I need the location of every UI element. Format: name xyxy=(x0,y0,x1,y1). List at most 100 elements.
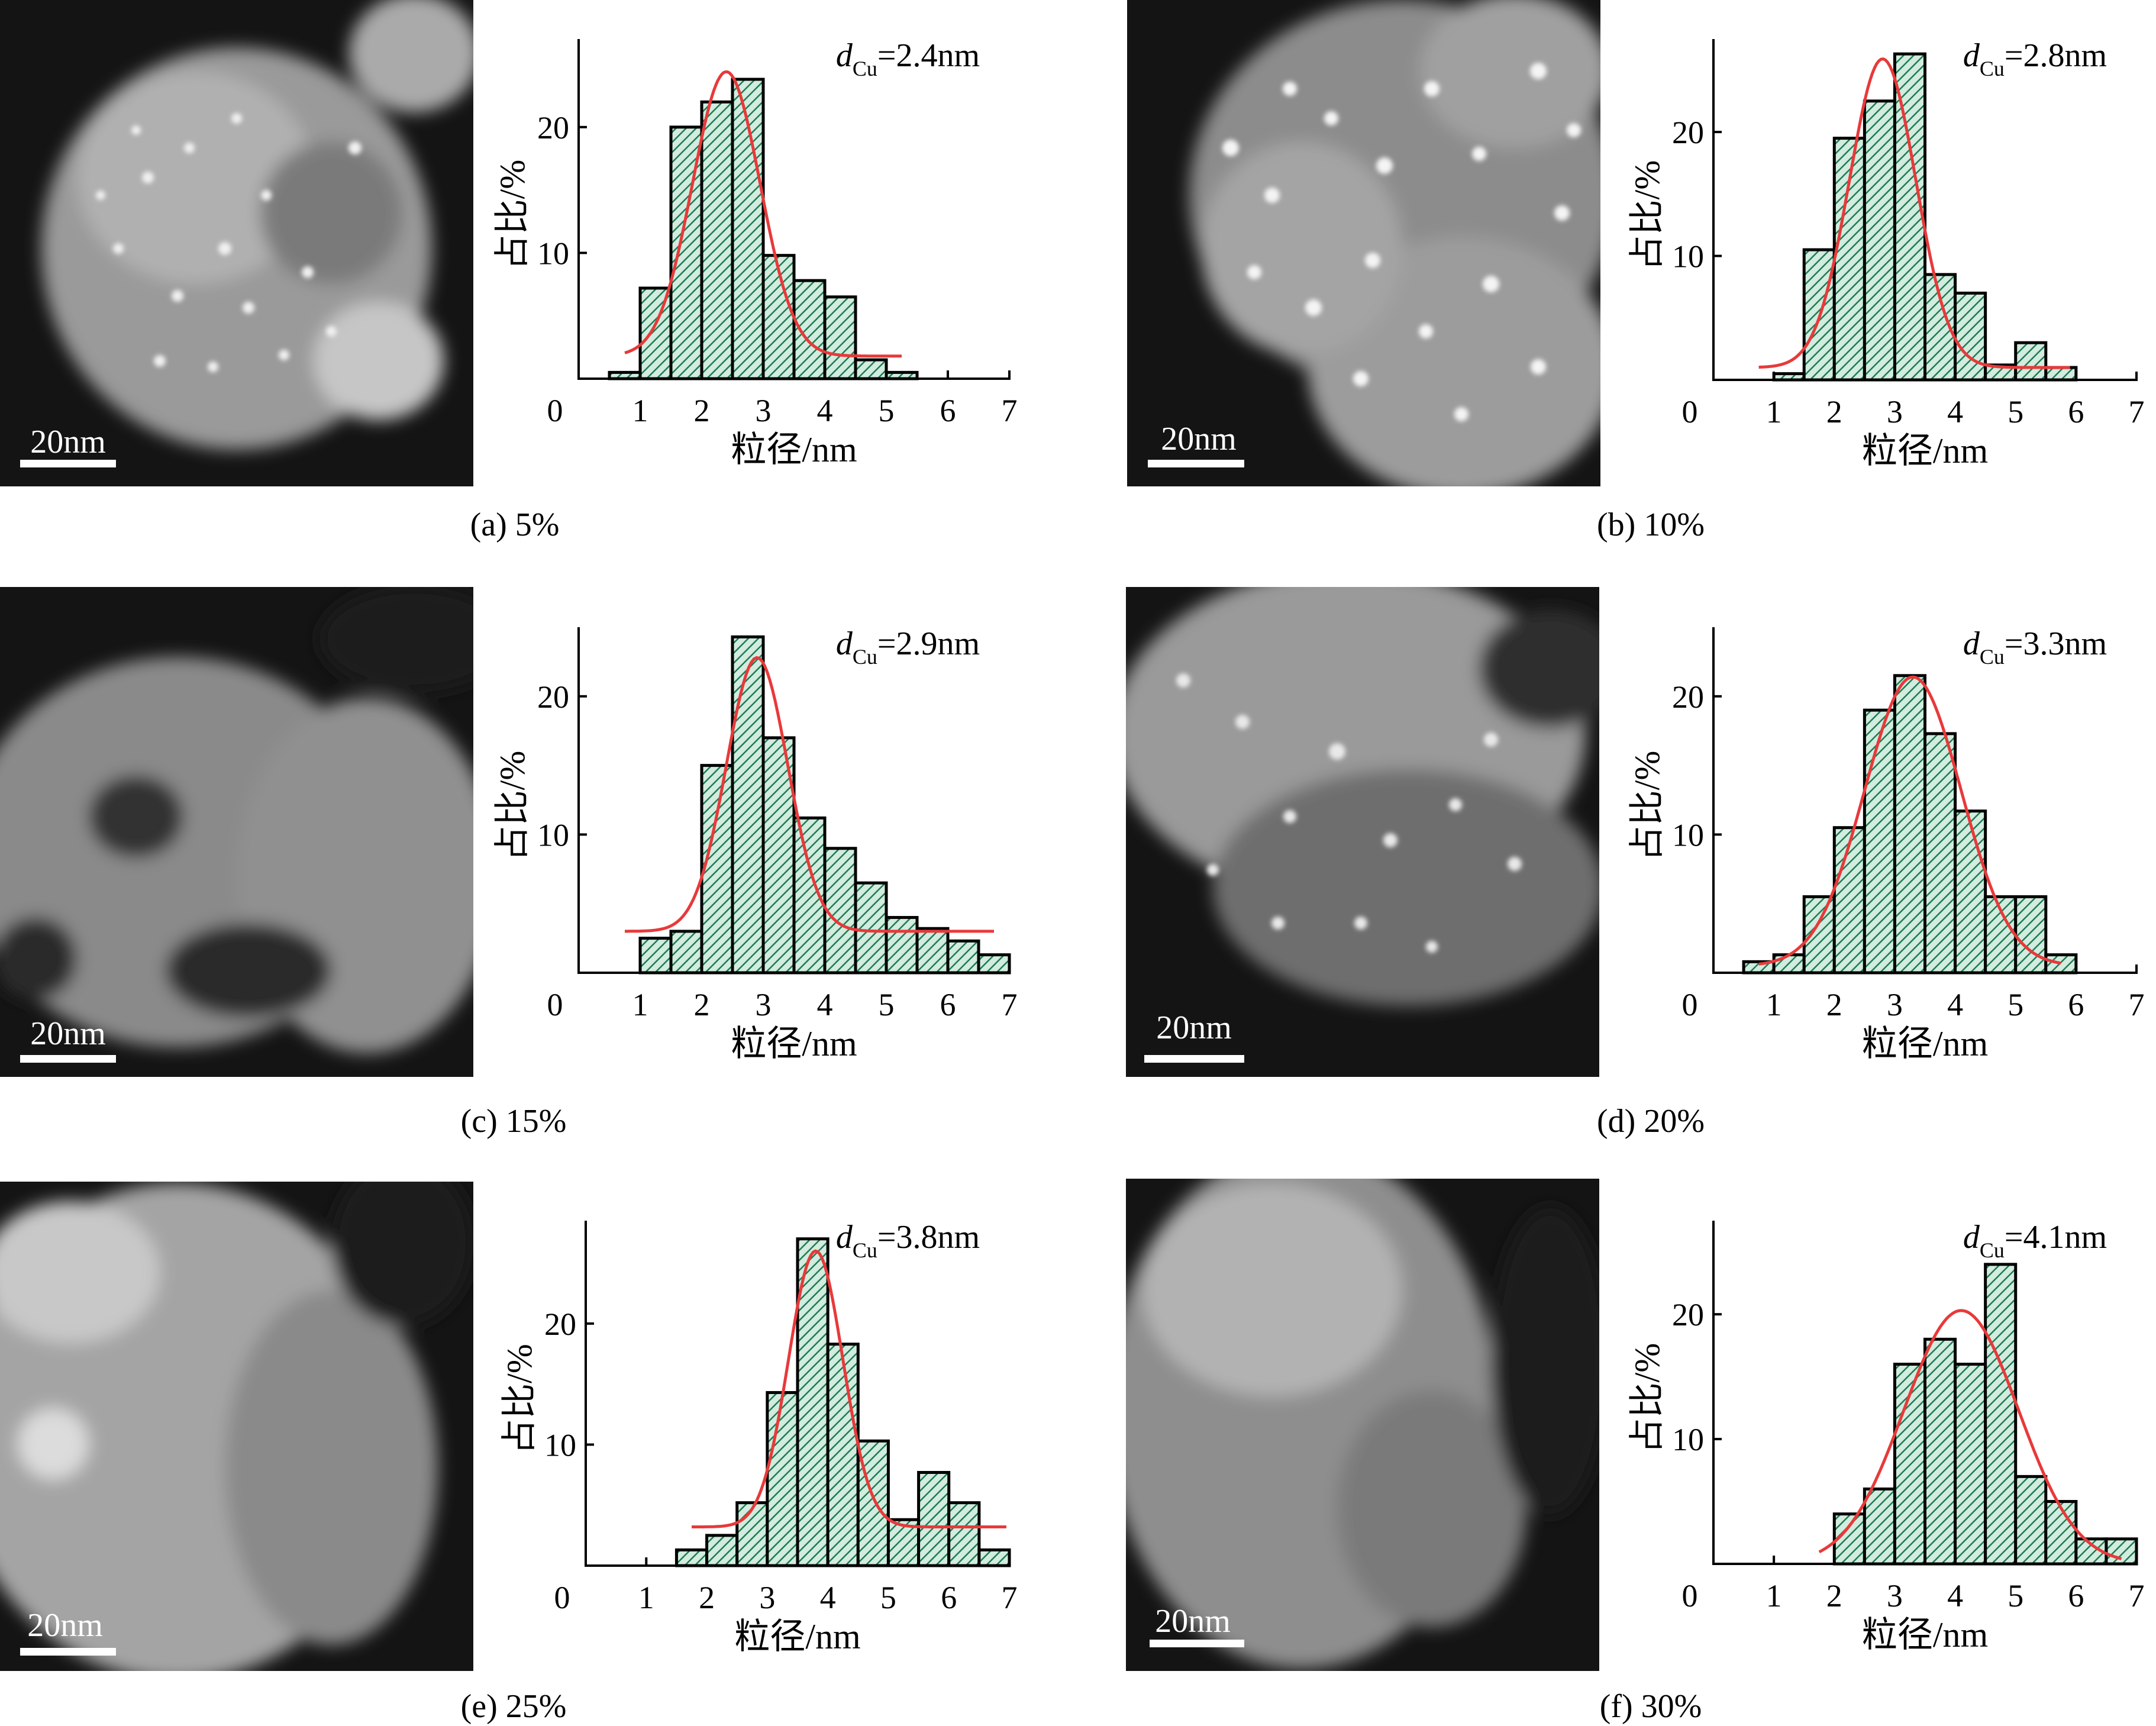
mean-size-annotation: dCu=4.1nm xyxy=(1963,1219,2107,1262)
histogram-chart-a: 0 1 2 3 4 5 6 7 10 20 粒径/nm 占比/% dCu=2.4nm xyxy=(493,37,1018,469)
x-tick-label: 4 xyxy=(1947,987,1963,1022)
x-tick-label: 7 xyxy=(1002,1580,1018,1615)
annotation-subscript: Cu xyxy=(853,645,877,669)
scale-bar-label: 20nm xyxy=(1155,1603,1231,1640)
gaussian-fit-curve xyxy=(1818,1309,2122,1560)
histogram-bar xyxy=(669,930,703,975)
histogram-bar xyxy=(1923,732,1957,975)
stem-micrograph-image xyxy=(0,587,473,1077)
annotation-value: =2.9nm xyxy=(877,625,980,662)
x-tick-label: 6 xyxy=(2068,1578,2084,1614)
gaussian-fit-curve xyxy=(624,70,902,358)
histogram-bar xyxy=(1832,826,1866,975)
y-tick-label: 20 xyxy=(1672,115,1704,150)
x-tick-label: 1 xyxy=(1766,394,1782,430)
histogram-bar xyxy=(766,1391,799,1567)
x-tick-label: 1 xyxy=(1766,987,1782,1022)
histogram-chart-f: 0 1 2 3 4 5 6 7 10 20 粒径/nm 占比/% dCu=4.1nm xyxy=(1628,1219,2145,1654)
panel-caption: (b) 10% xyxy=(1597,506,1705,543)
x-tick-label: 3 xyxy=(759,1580,775,1615)
histogram-bar xyxy=(1863,708,1896,975)
x-tick-label: 2 xyxy=(699,1580,715,1615)
x-tick-label: 4 xyxy=(817,393,833,428)
scale-bar-label: 20nm xyxy=(30,1015,106,1052)
scale-bar-label: 20nm xyxy=(27,1607,103,1644)
scale-bar-label: 20nm xyxy=(30,424,106,460)
histogram-bar xyxy=(917,1470,951,1567)
y-axis-label: 占比/% xyxy=(1628,1343,1667,1454)
mean-size-annotation: dCu=2.9nm xyxy=(836,625,980,669)
scale-bar-label: 20nm xyxy=(1161,421,1237,457)
panel-caption: (d) 20% xyxy=(1597,1103,1705,1140)
histogram-bar xyxy=(2044,366,2078,382)
x-tick-label: 6 xyxy=(940,987,956,1022)
x-tick-label: 6 xyxy=(940,393,956,428)
annotation-subscript: Cu xyxy=(1980,645,2005,669)
histogram-bar xyxy=(977,1548,1011,1567)
x-tick-label: 5 xyxy=(2007,987,2023,1022)
x-tick-label: 0 xyxy=(1682,987,1698,1022)
x-tick-label: 5 xyxy=(2007,394,2023,430)
x-tick-label: 1 xyxy=(1766,1578,1782,1614)
histogram-bar xyxy=(1863,99,1896,382)
histogram-bar xyxy=(705,1534,739,1567)
panel-f: 20nm (f) 30% 0 1 2 3 4 5 6 7 10 20 粒径/nm 占比/% dCu=4.… xyxy=(1126,1179,2145,1725)
mean-size-annotation: dCu=2.4nm xyxy=(836,37,980,80)
x-axis-label: 粒径/nm xyxy=(731,430,857,469)
histogram-chart-e: 0 1 2 3 4 5 6 7 10 20 粒径/nm 占比/% dCu=3.8nm xyxy=(500,1219,1018,1656)
x-tick-label: 3 xyxy=(1887,1578,1903,1614)
x-tick-label: 0 xyxy=(547,987,563,1022)
x-tick-label: 1 xyxy=(638,1580,654,1615)
stem-micrograph-image xyxy=(1126,1179,1599,1671)
histogram-bar xyxy=(1954,809,1987,975)
annotation-symbol: d xyxy=(836,625,853,662)
annotation-subscript: Cu xyxy=(853,57,877,80)
scale-bar xyxy=(20,460,116,467)
histogram-bar xyxy=(1802,895,1836,975)
x-tick-label: 4 xyxy=(1947,1578,1963,1614)
x-tick-label: 7 xyxy=(2129,394,2145,430)
x-axis-label: 粒径/nm xyxy=(1862,431,1988,470)
histogram-bar xyxy=(1954,1363,1987,1566)
x-tick-label: 7 xyxy=(1002,987,1018,1022)
panel-a: 20nm (a) 5% 0 1 2 3 4 5 6 7 10 20 粒径/nm 占比/% dCu=2.4… xyxy=(0,0,1018,543)
histogram-chart-d: 0 1 2 3 4 5 6 7 10 20 粒径/nm 占比/% dCu=3.3nm xyxy=(1628,625,2145,1063)
x-tick-label: 3 xyxy=(756,987,772,1022)
stem-micrograph-image xyxy=(1126,587,1599,1077)
histogram-bar xyxy=(1863,1487,1896,1566)
annotation-symbol: d xyxy=(836,1219,853,1256)
y-tick-label: 20 xyxy=(537,679,569,715)
x-tick-label: 4 xyxy=(1947,394,1963,430)
x-tick-label: 4 xyxy=(817,987,833,1022)
annotation-subscript: Cu xyxy=(853,1238,877,1262)
x-tick-label: 0 xyxy=(1682,1578,1698,1614)
gaussian-fit-curve xyxy=(625,656,994,933)
gaussian-fit-curve xyxy=(692,1249,1006,1528)
x-axis-label: 粒径/nm xyxy=(734,1617,860,1656)
annotation-value: =4.1nm xyxy=(2005,1219,2107,1256)
x-tick-label: 5 xyxy=(879,987,895,1022)
annotation-subscript: Cu xyxy=(1980,57,2005,80)
y-tick-label: 20 xyxy=(1672,679,1704,715)
x-axis-label: 粒径/nm xyxy=(1862,1024,1988,1063)
histogram-bar xyxy=(2105,1537,2138,1566)
x-axis-label: 粒径/nm xyxy=(1862,1615,1988,1654)
x-tick-label: 3 xyxy=(756,393,772,428)
x-tick-label: 6 xyxy=(941,1580,957,1615)
histogram-bar xyxy=(1772,953,1806,975)
x-tick-label: 6 xyxy=(2068,394,2084,430)
histogram-bar xyxy=(947,1501,981,1567)
histogram-bar xyxy=(823,295,857,380)
histogram-bar xyxy=(638,937,673,975)
scale-bar xyxy=(1144,1055,1244,1063)
y-tick-label: 20 xyxy=(544,1306,576,1342)
histogram-bar xyxy=(2014,341,2048,382)
scale-bar xyxy=(1150,1640,1244,1647)
x-tick-label: 7 xyxy=(2129,1578,2145,1614)
histogram-bar xyxy=(1923,1337,1957,1566)
histogram-bar xyxy=(823,847,857,975)
x-tick-label: 2 xyxy=(1826,987,1842,1022)
panel-b: 20nm (b) 10% 0 1 2 3 4 5 6 7 10 20 粒径/nm 占比/% dCu=2.… xyxy=(1127,0,2145,543)
x-tick-label: 0 xyxy=(1682,394,1698,430)
